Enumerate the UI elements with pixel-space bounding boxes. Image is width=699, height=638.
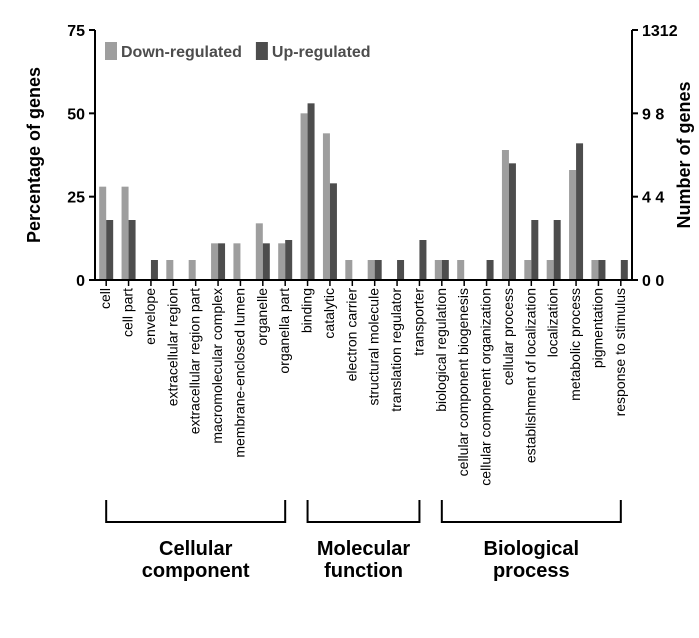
legend-swatch — [256, 42, 268, 60]
category-label: organelle — [254, 288, 270, 346]
bar-up — [531, 220, 538, 280]
bar-down — [278, 243, 285, 280]
bar-down — [122, 187, 129, 280]
ylabel-right: Number of genes — [674, 81, 694, 228]
category-label: cellular component organization — [478, 288, 494, 486]
bar-up — [263, 243, 270, 280]
ytick-left-label: 25 — [67, 190, 85, 207]
category-label: cell — [97, 288, 113, 309]
bar-down — [345, 260, 352, 280]
bar-down — [591, 260, 598, 280]
bar-down — [547, 260, 554, 280]
ytick-right-label: 9 8 — [642, 106, 664, 123]
bar-down — [211, 243, 218, 280]
bar-up — [554, 220, 561, 280]
bar-up — [442, 260, 449, 280]
category-label: binding — [299, 288, 315, 333]
category-label: cellular component biogenesis — [455, 288, 471, 476]
bar-up — [487, 260, 494, 280]
bar-down — [457, 260, 464, 280]
category-label: establishment of localization — [522, 288, 538, 463]
bar-down — [569, 170, 576, 280]
group-label: component — [142, 560, 250, 582]
category-label: metabolic process — [567, 288, 583, 401]
group-label: process — [493, 560, 570, 582]
bar-down — [502, 150, 509, 280]
category-label: translation regulator — [388, 288, 404, 412]
legend-label: Up-regulated — [272, 44, 371, 61]
category-label: catalytic — [321, 288, 337, 339]
ylabel-left: Percentage of genes — [24, 67, 44, 243]
go-bar-chart: 0 25 50 75 0 0 4 4 9 8 1312 Percentage of genes N… — [0, 0, 699, 638]
category-label: extracellular region part — [187, 288, 203, 434]
bar-down — [256, 223, 263, 280]
legend-swatch — [105, 42, 117, 60]
category-label: pigmentation — [589, 288, 605, 368]
category-label: electron carrier — [343, 288, 359, 382]
bar-down — [233, 243, 240, 280]
category-label: membrane-enclosed lumen — [231, 288, 247, 458]
ytick-right-label: 0 0 — [642, 273, 664, 290]
bar-up — [218, 243, 225, 280]
category-label: localization — [545, 288, 561, 357]
category-label: organella part — [276, 288, 292, 374]
bar-down — [99, 187, 106, 280]
bar-up — [509, 163, 516, 280]
group-label: Cellular — [159, 538, 233, 560]
category-label: biological regulation — [433, 288, 449, 412]
bar-up — [151, 260, 158, 280]
bar-up — [106, 220, 113, 280]
bar-up — [598, 260, 605, 280]
bar-down — [301, 113, 308, 280]
bar-down — [166, 260, 173, 280]
category-label: cellular process — [500, 288, 516, 385]
bar-up — [375, 260, 382, 280]
group-label: Biological — [484, 538, 580, 560]
ytick-left-label: 75 — [67, 23, 85, 40]
category-label: transporter — [410, 288, 426, 356]
category-label: extracellular region — [164, 288, 180, 406]
category-label: response to stimulus — [612, 288, 628, 416]
ytick-right-label: 1312 — [642, 23, 678, 40]
bar-up — [621, 260, 628, 280]
category-label: structural molecule — [366, 288, 382, 406]
group-label: Molecular — [317, 538, 411, 560]
bar-up — [330, 183, 337, 280]
bar-up — [308, 103, 315, 280]
bar-up — [397, 260, 404, 280]
bar-down — [323, 133, 330, 280]
ytick-left-label: 50 — [67, 106, 85, 123]
category-label: envelope — [142, 288, 158, 345]
ytick-left-label: 0 — [76, 273, 85, 290]
bar-down — [435, 260, 442, 280]
bar-up — [419, 240, 426, 280]
group-label: function — [324, 560, 403, 582]
ytick-right-label: 4 4 — [642, 190, 664, 207]
bar-up — [576, 143, 583, 280]
category-label: macromolecular complex — [209, 288, 225, 444]
bar-down — [524, 260, 531, 280]
bar-down — [368, 260, 375, 280]
category-label: cell part — [120, 288, 136, 337]
bar-up — [129, 220, 136, 280]
legend-label: Down-regulated — [121, 44, 242, 61]
bar-up — [285, 240, 292, 280]
bar-down — [189, 260, 196, 280]
